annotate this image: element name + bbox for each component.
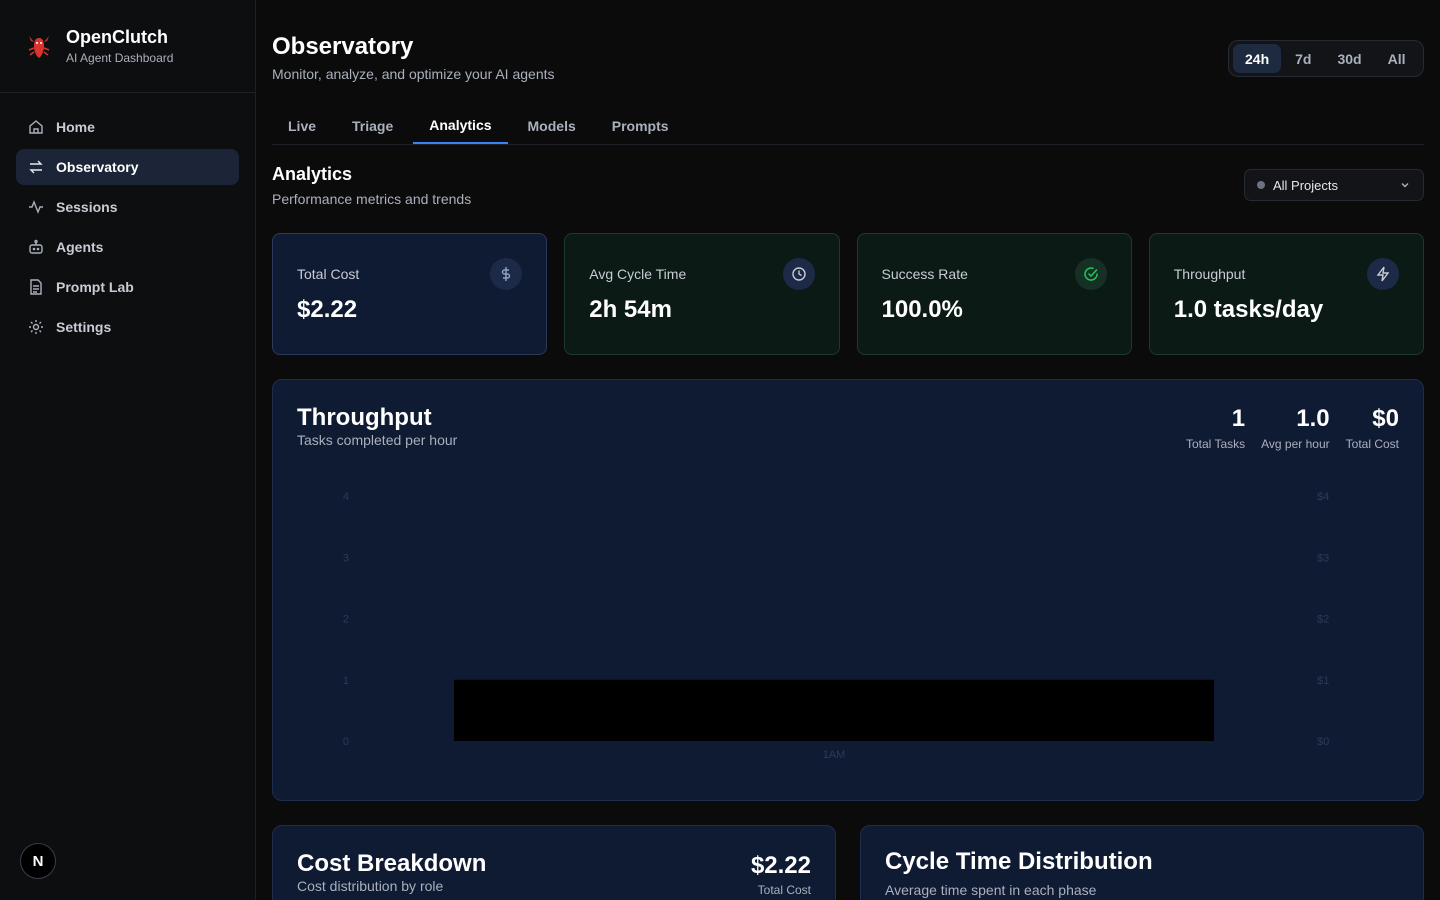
cost-breakdown-total-label: Total Cost (757, 883, 811, 897)
metric-value: 1.0 tasks/day (1173, 296, 1324, 323)
check-circle-icon (1074, 258, 1107, 290)
brand-subtitle: AI Agent Dashboard (66, 51, 174, 65)
metric-label: Throughput (1173, 266, 1246, 282)
x-tick-label: 1AM (823, 749, 846, 761)
stat-value: $0 (1372, 405, 1399, 432)
metric-value: $2.22 (297, 296, 358, 323)
metric-card-success-rate: Success Rate 100.0% (856, 233, 1132, 355)
throughput-title: Throughput (297, 404, 432, 431)
y2-tick-label: $0 (1317, 736, 1329, 748)
bar (454, 679, 1214, 741)
sidebar-item-observatory[interactable]: Observatory (16, 149, 239, 185)
stat-label: Total Tasks (1186, 437, 1246, 451)
metric-label: Avg Cycle Time (589, 266, 687, 282)
throughput-panel: Throughput Tasks completed per hour 1 To… (272, 379, 1424, 801)
tab-analytics[interactable]: Analytics (413, 108, 508, 144)
cost-breakdown-subtitle: Cost distribution by role (297, 878, 444, 894)
cost-breakdown-title: Cost Breakdown (297, 850, 487, 877)
sidebar-nav: Home Observatory Sessions Agents Prompt … (0, 93, 255, 365)
project-select[interactable]: All Projects (1244, 169, 1424, 201)
y-tick-label: 4 (343, 491, 349, 503)
metric-label: Success Rate (881, 266, 968, 282)
metric-label: Total Cost (297, 266, 360, 282)
stat-avg-per-hour: 1.0 Avg per hour (1261, 404, 1330, 451)
y2-tick-label: $3 (1317, 552, 1329, 564)
cost-breakdown-total: $2.22 (750, 852, 811, 879)
time-range-selector: 24h 7d 30d All (1228, 40, 1424, 77)
throughput-stats: 1 Total Tasks 1.0 Avg per hour $0 Total … (1186, 404, 1399, 451)
y-tick-label: 1 (343, 675, 349, 687)
stat-value: 1 (1231, 405, 1246, 432)
arrows-icon (28, 159, 44, 175)
tab-prompts[interactable]: Prompts (611, 118, 669, 134)
activity-icon (28, 199, 44, 215)
file-text-icon (28, 279, 44, 295)
y2-tick-label: $2 (1317, 614, 1329, 626)
status-dot (1257, 181, 1265, 189)
y2-tick-label: $4 (1317, 491, 1329, 503)
y-tick-label: 2 (343, 614, 349, 626)
stat-value: 1.0 (1296, 405, 1330, 432)
chevron-down-icon (1399, 179, 1411, 194)
tab-models[interactable]: Models (527, 118, 576, 134)
project-select-value: All Projects (1273, 177, 1339, 193)
sidebar-item-prompt-lab[interactable]: Prompt Lab (16, 269, 239, 305)
y-tick-label: 3 (343, 552, 349, 564)
bot-icon (28, 239, 44, 255)
tab-triage[interactable]: Triage (352, 118, 394, 134)
metric-card-throughput: Throughput 1.0 tasks/day (1148, 233, 1424, 355)
cycle-time-panel: Cycle Time Distribution Average time spe… (860, 825, 1424, 900)
brand-name: OpenClutch (66, 27, 168, 47)
cycle-time-subtitle: Average time spent in each phase (885, 882, 1097, 898)
cycle-time-title: Cycle Time Distribution (885, 848, 1153, 875)
page-title: Observatory (272, 33, 414, 60)
metric-card-avg-cycle-time: Avg Cycle Time 2h 54m (564, 233, 840, 355)
clock-icon (782, 258, 815, 290)
lobster-logo-icon (24, 31, 54, 61)
range-7d-button[interactable]: 7d (1295, 50, 1312, 67)
page-subtitle: Monitor, analyze, and optimize your AI a… (272, 66, 555, 82)
stat-total-cost: $0 Total Cost (1346, 404, 1399, 451)
tab-live[interactable]: Live (288, 118, 317, 134)
metric-value: 2h 54m (589, 296, 672, 323)
sidebar-item-label: Sessions (56, 199, 118, 215)
y2-tick-label: $1 (1317, 675, 1329, 687)
range-all-button[interactable]: All (1387, 50, 1406, 67)
sidebar-item-label: Agents (56, 239, 104, 255)
stat-label: Total Cost (1345, 437, 1399, 451)
throughput-subtitle: Tasks completed per hour (297, 432, 458, 448)
brand: OpenClutch AI Agent Dashboard (0, 0, 255, 93)
zap-icon (1367, 258, 1399, 290)
metric-cards: Total Cost $2.22 Avg Cycle Time 2h 54m S… (272, 233, 1424, 355)
range-24h-button[interactable]: 24h (1233, 44, 1282, 73)
sidebar: OpenClutch AI Agent Dashboard Home Obser… (0, 0, 256, 900)
sidebar-item-home[interactable]: Home (16, 109, 239, 145)
stat-label: Avg per hour (1261, 437, 1330, 451)
sidebar-item-label: Home (56, 119, 95, 135)
sidebar-item-agents[interactable]: Agents (16, 229, 239, 265)
sidebar-item-label: Prompt Lab (56, 279, 134, 295)
dollar-icon (490, 258, 523, 290)
metric-value: 100.0% (881, 296, 963, 323)
stat-total-tasks: 1 Total Tasks (1186, 404, 1245, 451)
sidebar-item-settings[interactable]: Settings (16, 309, 239, 345)
avatar[interactable]: N (20, 843, 56, 879)
cost-breakdown-panel: Cost Breakdown Cost distribution by role… (272, 825, 836, 900)
y-tick-label: 0 (343, 736, 349, 748)
throughput-chart: 0 $0 1 $1 2 $2 3 $3 4 $4 1AM (343, 491, 1329, 761)
section-subtitle: Performance metrics and trends (272, 191, 472, 207)
range-30d-button[interactable]: 30d (1337, 50, 1362, 67)
sidebar-item-label: Settings (56, 319, 112, 335)
gear-icon (28, 319, 44, 335)
metric-card-total-cost: Total Cost $2.22 (272, 233, 548, 355)
section-title: Analytics (272, 164, 353, 184)
tab-bar: Live Triage Analytics Models Prompts (272, 108, 1424, 145)
sidebar-item-sessions[interactable]: Sessions (16, 189, 239, 225)
home-icon (28, 119, 44, 135)
sidebar-item-label: Observatory (56, 159, 139, 175)
